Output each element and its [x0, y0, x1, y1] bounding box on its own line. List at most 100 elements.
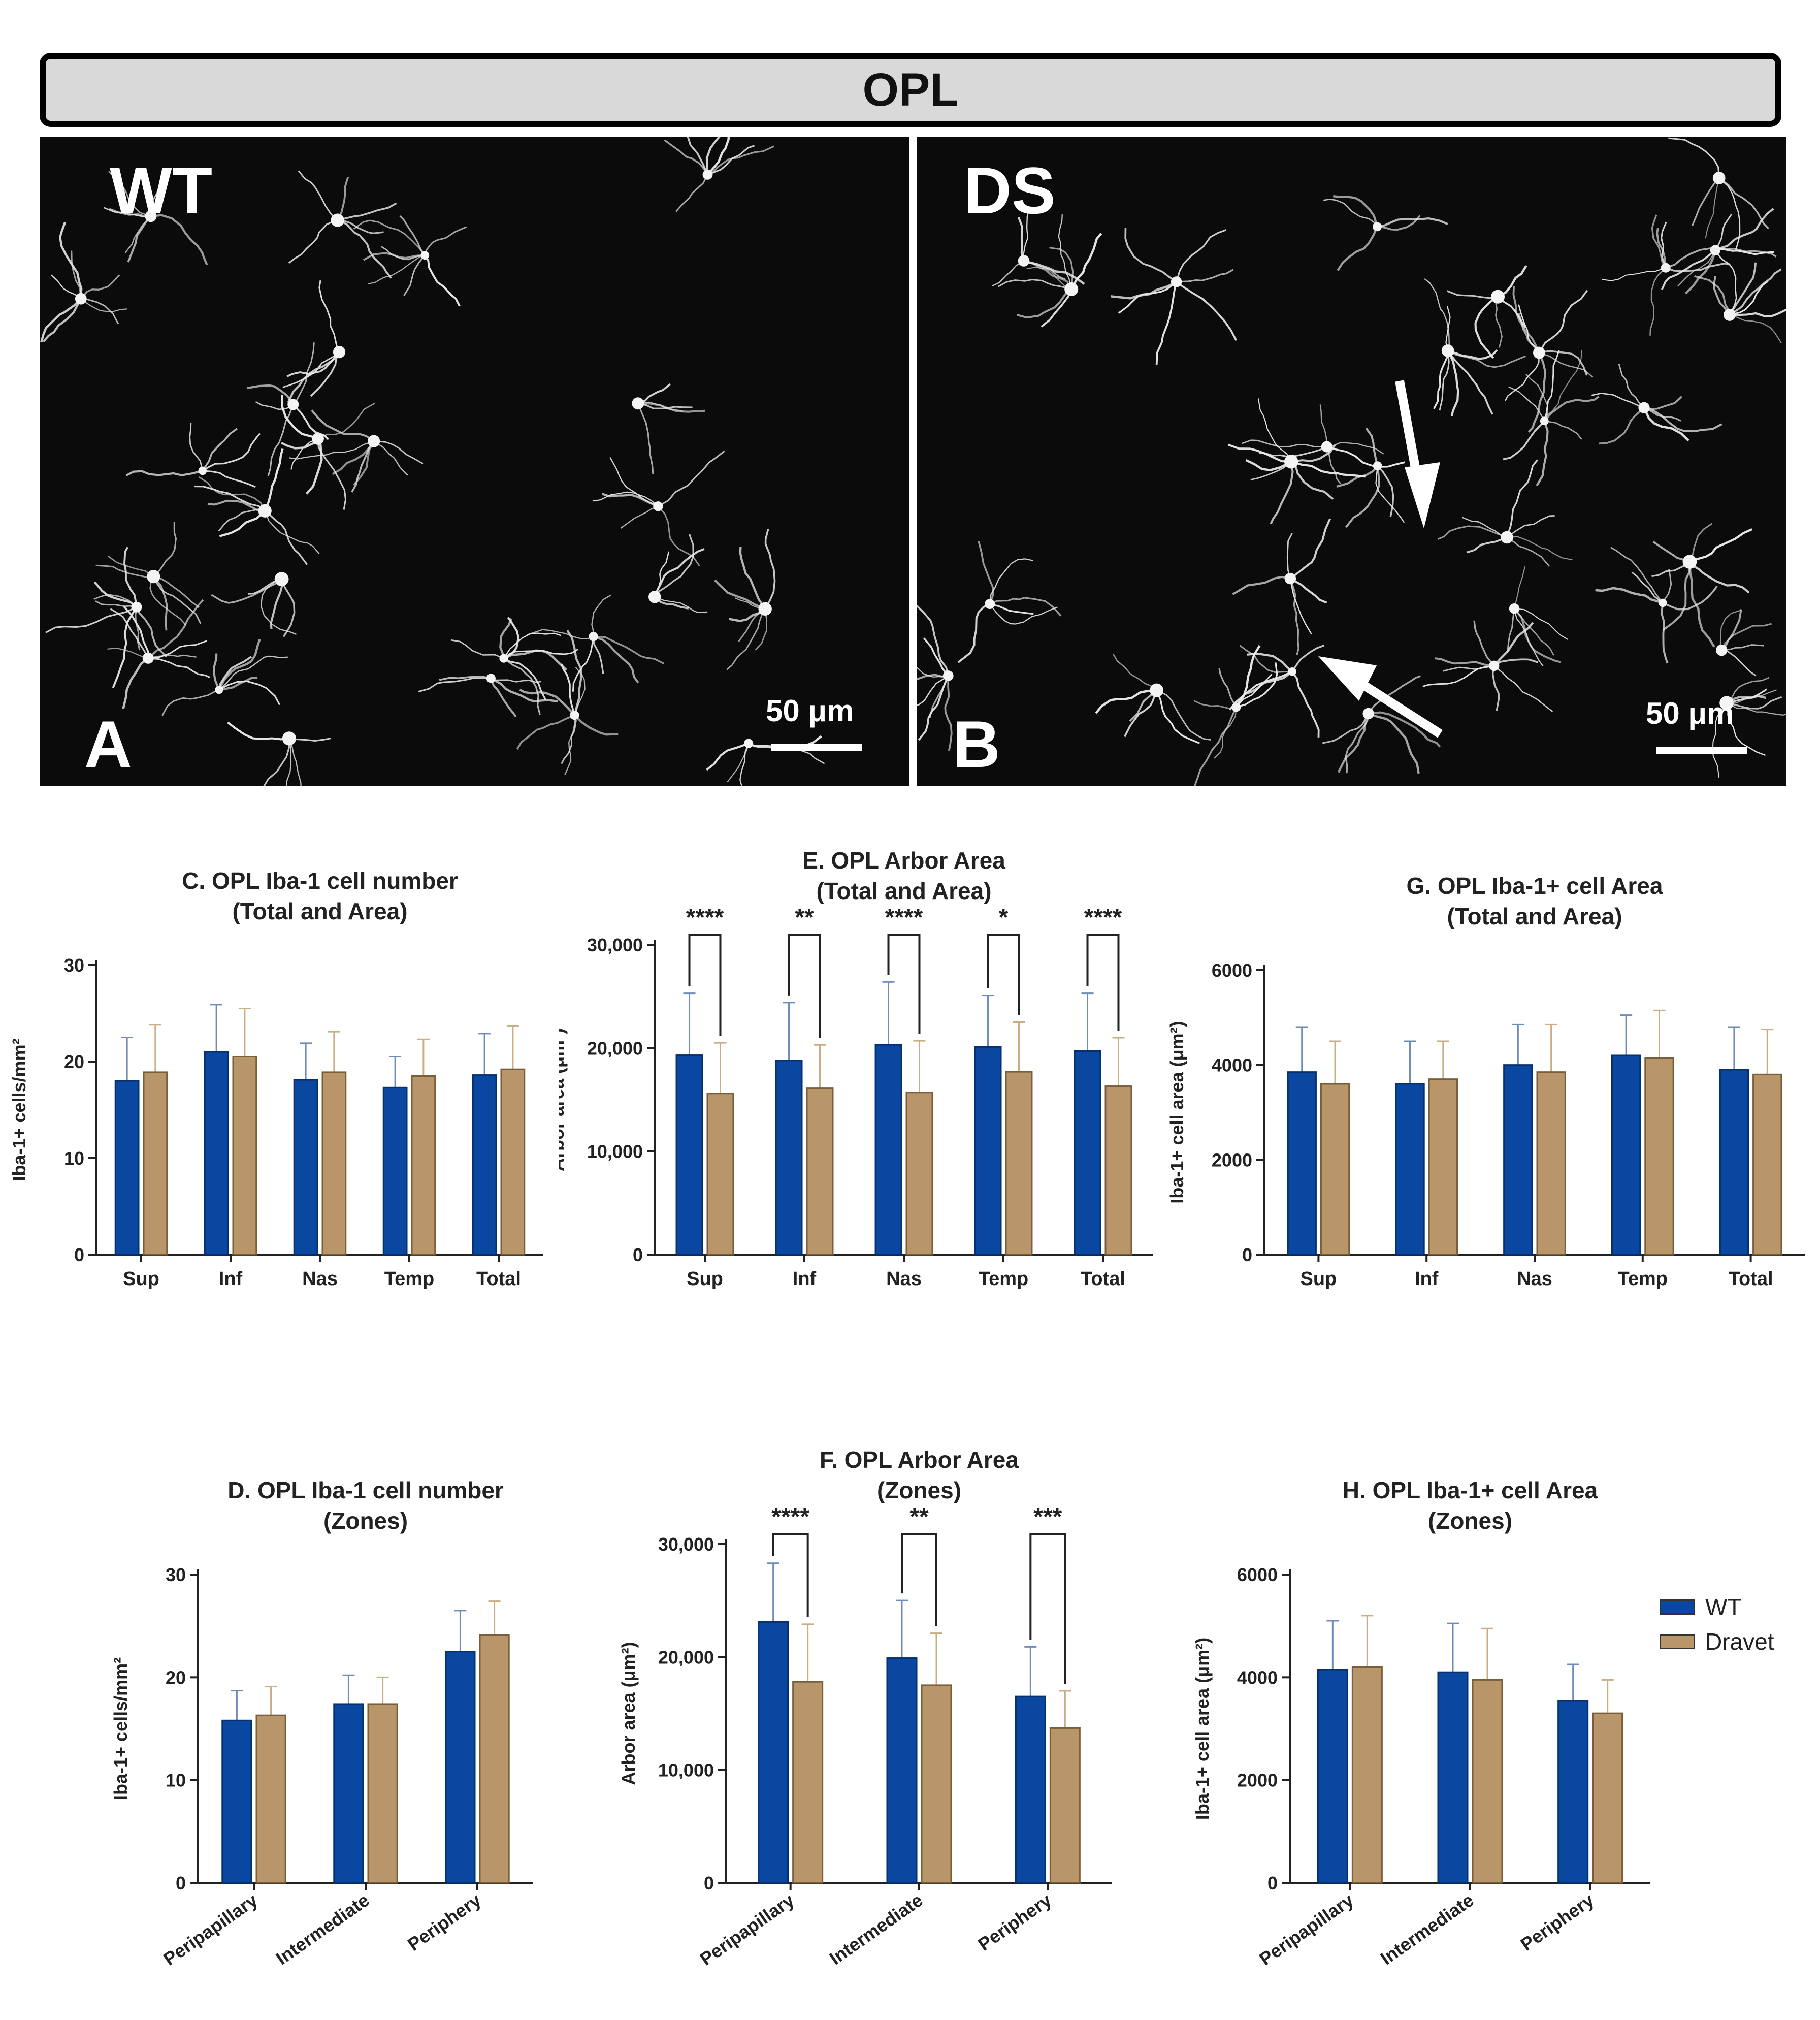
x-tick-label: Total: [1081, 1268, 1125, 1290]
x-tick-label: Inf: [1415, 1268, 1439, 1290]
x-tick-label: Nas: [886, 1268, 922, 1290]
y-axis-label: Iba-1+ cell area (μm²): [1192, 1638, 1213, 1820]
bar-wt-temp: [382, 1086, 408, 1256]
x-tick-label: Temp: [1618, 1268, 1668, 1290]
microglia-cell: [632, 383, 705, 474]
microglia-cell: [1712, 677, 1786, 778]
panel-letter: A: [84, 707, 132, 781]
legend-swatch-wt: [1660, 1599, 1695, 1615]
chart-h-cell-area-zones: H. OPL Iba-1+ cell Area (Zones) 0 2000 4000 6…: [1192, 1477, 1650, 1970]
chart-c-cell-number-area: C. OPL Iba-1 cell number (Total and Area)…: [9, 868, 543, 1290]
bar-wt-periphery: [1015, 1695, 1046, 1884]
microglia-cells-image: [40, 137, 825, 786]
bar-dravet-peripapillary: [1351, 1666, 1383, 1884]
microglia-cell: [288, 170, 397, 279]
arrow-icon: [1395, 380, 1440, 528]
significance-bracket: ****: [885, 904, 923, 1034]
chart-subtitle: (Zones): [323, 1508, 408, 1534]
arrow-icon: [1318, 656, 1443, 738]
chart-title: E. OPL Arbor Area: [802, 847, 1005, 874]
bar-dravet-nas: [905, 1092, 933, 1256]
microglia-cell: [1424, 278, 1526, 417]
microglia-cell: [40, 221, 127, 343]
chart-subtitle: (Zones): [877, 1477, 961, 1503]
bar-wt-intermediate: [1437, 1671, 1469, 1884]
y-tick-label: 6000: [1212, 960, 1252, 981]
bar-dravet-inf: [232, 1056, 257, 1256]
microglia-cell: [451, 617, 579, 715]
bar-wt-sup: [114, 1080, 140, 1256]
arrow-annotations: [1318, 380, 1443, 738]
significance-bracket: ***: [1029, 1503, 1066, 1684]
microglia-cell: [289, 409, 424, 493]
microglia-cell: [917, 604, 954, 751]
microglia-cell: [1322, 675, 1441, 774]
microglia-cell: [418, 674, 558, 718]
x-tick-label: Periphery: [974, 1889, 1055, 1955]
y-tick-label: 30: [166, 1564, 186, 1585]
bar-wt-inf: [204, 1051, 229, 1256]
bar-dravet-periphery: [1592, 1712, 1623, 1884]
y-tick-label: 2000: [1237, 1770, 1278, 1791]
y-tick-label: 0: [704, 1873, 714, 1894]
microglia-cell: [1095, 653, 1211, 744]
y-axis-label: Iba-1+ cells/mm²: [9, 1038, 29, 1181]
microglia-cells-image: [917, 137, 1786, 786]
y-tick-label: 30,000: [587, 935, 643, 955]
chart-title: H. OPL Iba-1+ cell Area: [1343, 1477, 1598, 1503]
y-tick-label: 10,000: [658, 1760, 714, 1781]
significance-label: **: [795, 904, 814, 931]
x-tick-label: Total: [1729, 1268, 1773, 1290]
microglia-cell: [1193, 645, 1278, 786]
bar-wt-sup: [675, 1054, 703, 1256]
legend: WT Dravet: [1660, 1590, 1812, 1661]
y-axis-label: Arbor area (μm²): [559, 1028, 568, 1171]
y-tick-label: 20: [64, 1051, 84, 1072]
significance-bracket: **: [788, 904, 821, 1038]
significance-bracket: *: [987, 904, 1020, 1015]
y-tick-label: 0: [176, 1873, 186, 1894]
x-tick-label: Inf: [219, 1268, 243, 1290]
y-tick-label: 20: [166, 1667, 186, 1688]
microglia-cell: [664, 137, 774, 212]
microglia-cell: [1595, 547, 1718, 664]
chart-title: D. OPL Iba-1 cell number: [228, 1477, 504, 1503]
y-axis-label: Iba-1+ cells/mm²: [110, 1657, 131, 1800]
bar-wt-temp: [974, 1046, 1002, 1256]
group-label: WT: [110, 153, 213, 228]
panel-letter: B: [953, 707, 1000, 781]
microglia-cell: [353, 215, 467, 307]
chart-title: G. OPL Iba-1+ cell Area: [1407, 873, 1663, 899]
micrograph-ds: DS B 50 μm: [917, 137, 1786, 786]
x-tick-label: Intermediate: [1377, 1889, 1478, 1969]
y-tick-label: 0: [74, 1244, 84, 1265]
x-tick-label: Temp: [384, 1268, 435, 1290]
microglia-cell: [125, 423, 261, 488]
bar-dravet-total: [1104, 1085, 1132, 1256]
chart-subtitle: (Zones): [1428, 1508, 1512, 1534]
bar-wt-intermediate: [886, 1657, 918, 1884]
y-axis-label: Iba-1+ cell area (μm²): [1168, 1021, 1187, 1203]
y-tick-label: 6000: [1237, 1564, 1278, 1585]
microglia-cell: [1336, 428, 1405, 528]
bar-dravet-nas: [321, 1071, 347, 1256]
microglia-cell: [1503, 350, 1600, 487]
x-tick-label: Sup: [687, 1268, 723, 1290]
significance-label: ****: [686, 904, 724, 931]
significance-label: ****: [771, 1503, 809, 1530]
bar-dravet-temp: [411, 1075, 436, 1256]
chart-f-arbor-area-zones: F. OPL Arbor Area (Zones) 0 10,000 20,000 30,…: [620, 1447, 1112, 1970]
x-tick-label: Intermediate: [272, 1889, 373, 1969]
legend-swatch-dravet: [1660, 1634, 1695, 1649]
y-tick-label: 10: [64, 1148, 84, 1169]
scale-bar-label: 50 μm: [766, 694, 854, 728]
x-tick-label: Nas: [302, 1268, 338, 1290]
microglia-cell: [1694, 248, 1786, 343]
microglia-cell: [281, 394, 375, 510]
significance-label: *: [999, 904, 1009, 931]
bar-dravet-intermediate: [367, 1703, 398, 1884]
bar-wt-inf: [775, 1060, 803, 1256]
microglia-cell: [1507, 566, 1568, 666]
x-tick-label: Intermediate: [826, 1889, 927, 1969]
microglia-cell: [227, 721, 331, 786]
